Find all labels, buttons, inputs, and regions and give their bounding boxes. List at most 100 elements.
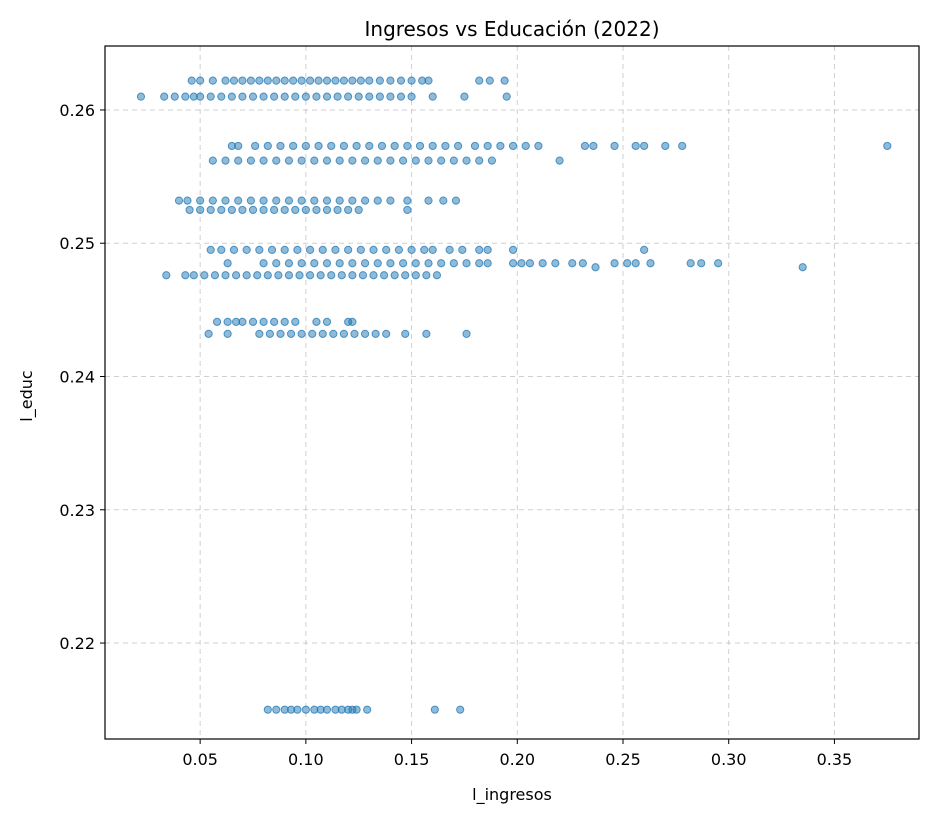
- data-point: [358, 271, 368, 280]
- data-point: [580, 141, 590, 151]
- data-point: [286, 329, 296, 338]
- data-point: [322, 92, 332, 101]
- data-point: [348, 196, 357, 205]
- data-point: [369, 245, 378, 254]
- data-point: [331, 245, 340, 254]
- data-point: [259, 196, 268, 205]
- data-point: [390, 141, 399, 151]
- data-point: [259, 317, 268, 326]
- data-point: [449, 259, 458, 268]
- data-point: [538, 259, 547, 268]
- data-point: [365, 76, 374, 85]
- data-point: [365, 141, 374, 151]
- data-point: [379, 271, 389, 280]
- data-point: [396, 92, 406, 101]
- data-point: [297, 156, 306, 165]
- data-point: [265, 329, 275, 338]
- chart-title: Ingresos vs Educación (2022): [365, 17, 660, 41]
- data-point: [204, 329, 213, 338]
- data-point: [453, 141, 463, 151]
- data-point: [344, 205, 353, 215]
- data-point: [305, 76, 315, 85]
- data-point: [229, 245, 239, 254]
- data-point: [348, 271, 357, 280]
- data-point: [234, 196, 243, 205]
- data-point: [360, 196, 370, 205]
- data-point: [534, 141, 543, 151]
- data-point: [259, 259, 268, 268]
- data-point: [424, 196, 433, 205]
- data-point: [424, 76, 433, 85]
- y-tick-label: 0.25: [59, 234, 95, 253]
- data-point: [348, 156, 357, 165]
- data-point: [301, 705, 310, 714]
- data-point: [280, 245, 289, 254]
- data-point: [160, 92, 169, 101]
- data-point: [253, 271, 262, 280]
- data-point: [301, 92, 310, 101]
- data-point: [462, 156, 471, 165]
- data-points: [136, 76, 892, 714]
- data-point: [183, 196, 192, 205]
- x-tick-label: 0.05: [182, 750, 218, 769]
- plot-area-frame: [104, 45, 920, 740]
- data-point: [508, 259, 518, 268]
- data-point: [348, 317, 357, 326]
- data-point: [270, 317, 279, 326]
- data-point: [496, 141, 505, 151]
- data-point: [403, 141, 412, 151]
- data-point: [441, 141, 450, 151]
- data-point: [293, 245, 302, 254]
- data-point: [521, 141, 530, 151]
- data-point: [483, 245, 492, 254]
- data-point: [356, 76, 365, 85]
- x-tick-label: 0.20: [499, 750, 535, 769]
- data-point: [327, 271, 336, 280]
- data-point: [386, 156, 395, 165]
- data-point: [500, 76, 509, 85]
- data-point: [267, 245, 277, 254]
- data-point: [445, 245, 454, 254]
- data-point: [428, 245, 437, 254]
- data-point: [430, 705, 439, 714]
- data-point: [316, 271, 325, 280]
- data-point: [365, 92, 374, 101]
- data-point: [407, 245, 416, 254]
- data-point: [174, 196, 184, 205]
- data-point: [475, 245, 484, 254]
- data-point: [437, 259, 446, 268]
- data-point: [382, 245, 391, 254]
- data-point: [272, 259, 281, 268]
- y-tick-label: 0.26: [59, 101, 95, 120]
- data-point: [432, 271, 442, 280]
- data-point: [276, 141, 285, 151]
- data-point: [386, 196, 395, 205]
- data-point: [348, 76, 357, 85]
- data-point: [375, 92, 384, 101]
- data-point: [248, 205, 258, 215]
- data-point: [242, 245, 251, 254]
- data-point: [274, 271, 283, 280]
- data-point: [386, 92, 395, 101]
- data-point: [363, 705, 372, 714]
- data-point: [591, 263, 600, 272]
- data-point: [246, 196, 255, 205]
- data-point: [308, 329, 317, 338]
- x-tick-label: 0.30: [711, 750, 747, 769]
- data-point: [272, 705, 281, 714]
- data-point: [382, 329, 391, 338]
- data-point: [483, 141, 492, 151]
- data-point: [259, 92, 268, 101]
- data-point: [223, 317, 232, 326]
- data-point: [437, 156, 446, 165]
- data-point: [386, 76, 395, 85]
- data-point: [686, 259, 695, 268]
- data-point: [221, 271, 230, 280]
- data-point: [318, 329, 327, 338]
- data-point: [322, 705, 332, 714]
- data-point: [291, 317, 300, 326]
- data-point: [270, 92, 279, 101]
- data-point: [386, 259, 395, 268]
- data-point: [883, 141, 892, 151]
- data-point: [354, 205, 363, 215]
